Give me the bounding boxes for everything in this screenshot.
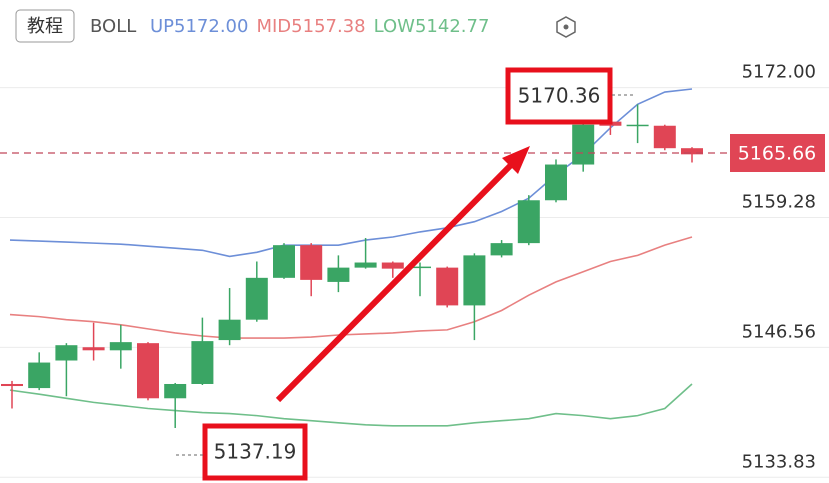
trend-arrow-head [502,146,530,174]
last-price-badge [730,134,825,172]
candle-body [1,383,23,387]
trend-arrow [275,159,517,403]
candle-body [354,262,377,268]
legend-entry: UP5172.00 [150,16,248,37]
settings-dot [563,24,569,30]
settings-icon[interactable] [556,16,576,38]
candle-body [490,243,513,256]
candle-body [545,164,567,201]
candle-body [463,255,486,306]
candle-body [55,345,78,361]
y-tick-label: 5133.83 [742,451,816,472]
candle-body [28,362,51,389]
y-tick-label: 5146.56 [742,321,816,342]
candle-body [164,383,187,399]
high-label: 5170.36 [518,84,601,108]
candle-body [273,245,295,278]
high-box [505,67,613,125]
legend-entry: LOW5142.77 [374,16,490,37]
candle-body [436,267,459,306]
candle-body [681,148,703,155]
y-tick-label: 5172.00 [742,62,816,83]
band-line [9,236,693,339]
plot: 5172.00 5159.28 5146.56 5133.83 [0,62,829,478]
candle-body [245,277,268,320]
candle-body [137,343,159,399]
legend-entry: MID5157.38 [256,16,365,37]
candle-body [626,124,649,127]
candle-body [517,200,540,244]
candle-body [409,266,431,269]
last-price-label: 5165.66 [738,143,817,165]
indicator-name: BOLL [90,16,136,37]
tab-box[interactable] [15,9,75,43]
candle-body [572,124,595,165]
candle-body [300,245,323,280]
candle-body [381,262,404,269]
tab-label[interactable]: 教程 [27,16,63,37]
candle-body [191,341,214,384]
y-tick-label: 5159.28 [742,192,816,213]
band-line [9,383,693,427]
candle-body [327,267,350,282]
low-label: 5137.19 [214,440,297,464]
low-box [202,423,308,481]
candle-body [653,125,676,149]
legend: UP5172.00 MID5157.38 LOW5142.77 [150,16,489,37]
candle-body [218,319,241,341]
candle-body [109,342,132,351]
candle-body [82,347,105,351]
